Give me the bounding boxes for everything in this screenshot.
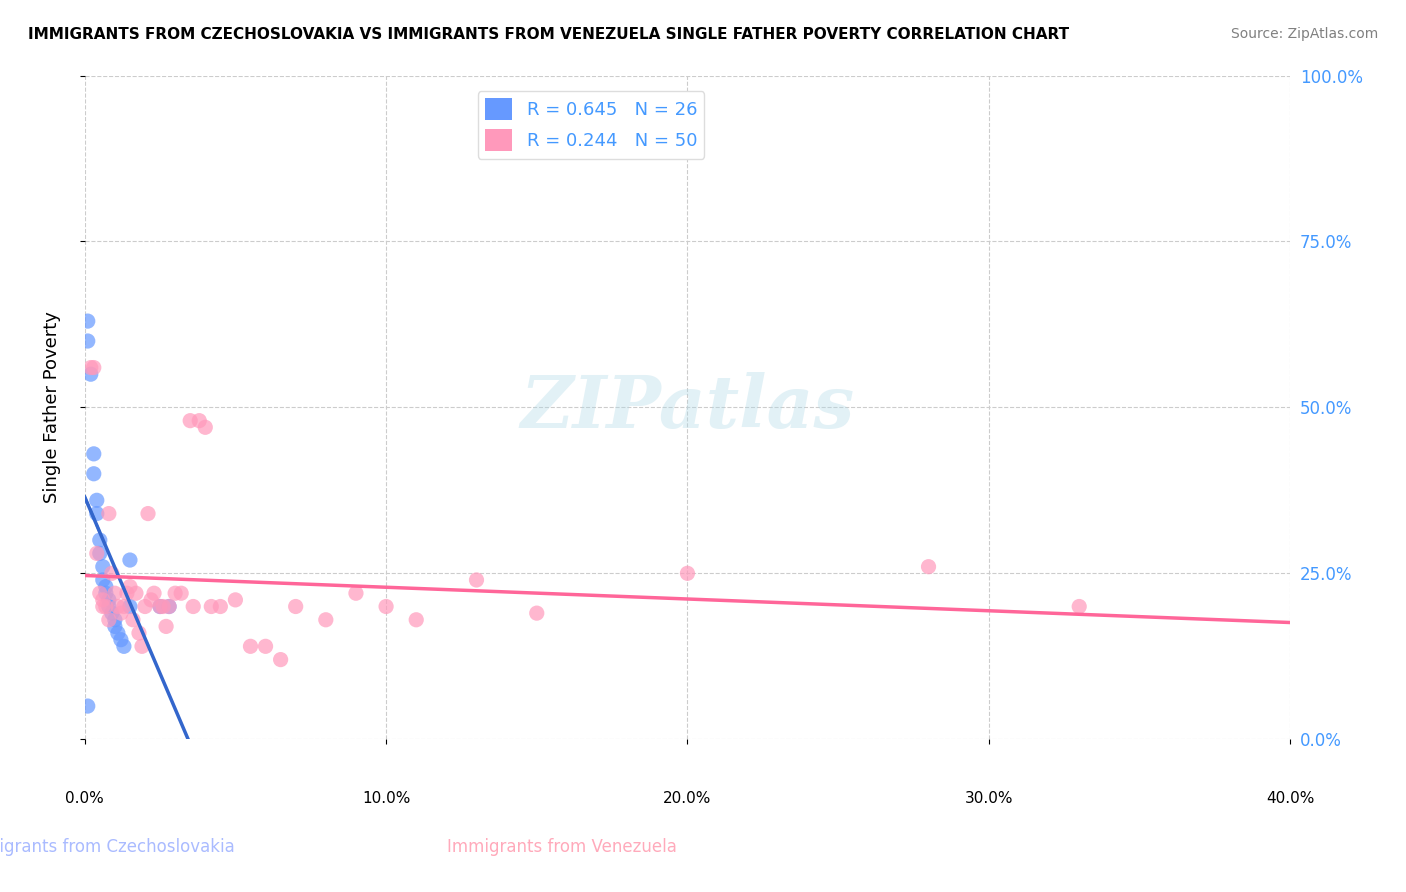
Point <box>94 599 117 614</box>
Point <box>315 613 337 627</box>
Point <box>91 559 114 574</box>
Point <box>136 507 159 521</box>
Point <box>112 599 135 614</box>
Text: Immigrants from Venezuela: Immigrants from Venezuela <box>447 838 678 856</box>
Point <box>94 580 117 594</box>
Point <box>101 606 124 620</box>
Point <box>91 592 114 607</box>
Point <box>465 573 488 587</box>
Point <box>917 559 939 574</box>
Point <box>107 599 129 614</box>
Point <box>375 599 398 614</box>
Point <box>76 314 98 328</box>
Point <box>91 599 114 614</box>
Point <box>200 599 222 614</box>
Point <box>526 606 548 620</box>
Point <box>118 580 141 594</box>
Point <box>128 626 150 640</box>
Point <box>179 414 201 428</box>
Point <box>112 640 135 654</box>
Point <box>97 507 120 521</box>
Point <box>76 699 98 714</box>
Text: Immigrants from Czechoslovakia: Immigrants from Czechoslovakia <box>0 838 235 856</box>
Point <box>152 599 174 614</box>
Point <box>157 599 180 614</box>
Point <box>194 420 217 434</box>
Point <box>115 586 138 600</box>
Point <box>104 619 127 633</box>
Point <box>149 599 172 614</box>
Point <box>80 368 103 382</box>
Point <box>110 632 132 647</box>
Point <box>188 414 211 428</box>
Point <box>104 613 127 627</box>
Point <box>86 507 108 521</box>
Legend: R = 0.645   N = 26, R = 0.244   N = 50: R = 0.645 N = 26, R = 0.244 N = 50 <box>478 91 704 159</box>
Point <box>131 640 153 654</box>
Point <box>101 566 124 581</box>
Point <box>89 586 111 600</box>
Point <box>89 533 111 548</box>
Point <box>344 586 367 600</box>
Point <box>1069 599 1091 614</box>
Point <box>118 599 141 614</box>
Point <box>284 599 307 614</box>
Point <box>254 640 277 654</box>
Point <box>86 546 108 560</box>
Point <box>97 599 120 614</box>
Point <box>83 447 105 461</box>
Point <box>76 334 98 348</box>
Point <box>97 592 120 607</box>
Point <box>143 586 166 600</box>
Text: ZIPatlas: ZIPatlas <box>520 372 855 443</box>
Point <box>209 599 232 614</box>
Point <box>181 599 204 614</box>
Point <box>83 360 105 375</box>
Point <box>118 553 141 567</box>
Point <box>165 586 187 600</box>
Point <box>134 599 156 614</box>
Point <box>97 613 120 627</box>
Point <box>86 493 108 508</box>
Point <box>139 592 162 607</box>
Point <box>89 546 111 560</box>
Point <box>125 586 148 600</box>
Point <box>224 592 246 607</box>
Point <box>270 652 292 666</box>
Point <box>155 619 177 633</box>
Point <box>239 640 262 654</box>
Point <box>149 599 172 614</box>
Point <box>405 613 427 627</box>
Point <box>83 467 105 481</box>
Point <box>157 599 180 614</box>
Point <box>80 360 103 375</box>
Point <box>676 566 699 581</box>
Point <box>170 586 193 600</box>
Point <box>91 573 114 587</box>
Point <box>110 606 132 620</box>
Text: Source: ZipAtlas.com: Source: ZipAtlas.com <box>1230 27 1378 41</box>
Point <box>107 626 129 640</box>
Point <box>94 586 117 600</box>
Y-axis label: Single Father Poverty: Single Father Poverty <box>44 311 60 503</box>
Point <box>122 613 145 627</box>
Text: IMMIGRANTS FROM CZECHOSLOVAKIA VS IMMIGRANTS FROM VENEZUELA SINGLE FATHER POVERT: IMMIGRANTS FROM CZECHOSLOVAKIA VS IMMIGR… <box>28 27 1069 42</box>
Point <box>104 586 127 600</box>
